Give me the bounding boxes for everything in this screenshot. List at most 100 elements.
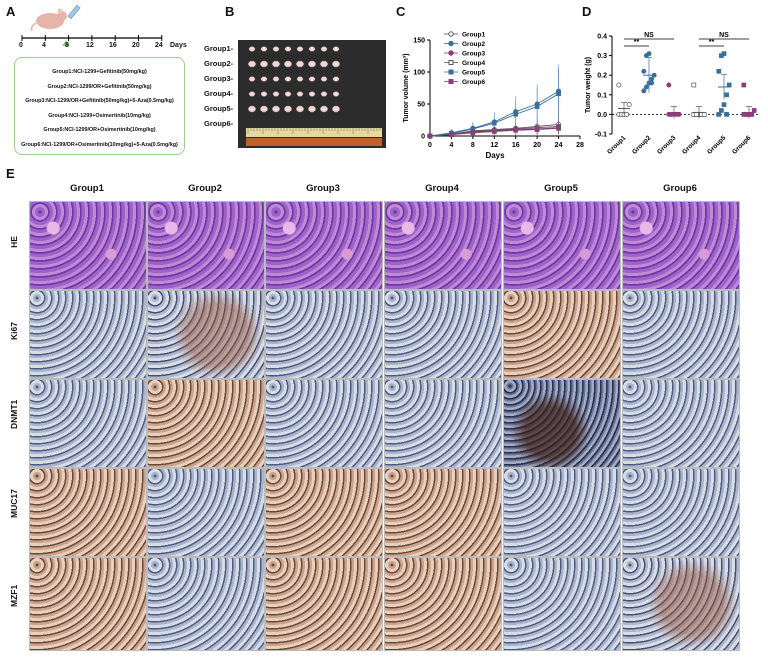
timeline-tick: 16: [109, 42, 117, 49]
data-point: [719, 108, 724, 113]
tumor-sample: [320, 46, 328, 52]
treatment-group: Group2:NCI-1299/OR+Gefitinib(50mg/kg): [47, 83, 152, 90]
x-tick-label: Group5: [706, 134, 728, 156]
y-tick-label: 0.2: [597, 73, 607, 80]
x-tick-label: 4: [449, 142, 453, 149]
tumor-sample: [284, 76, 292, 82]
ruler: [246, 128, 382, 137]
significance-label: NS: [644, 32, 654, 39]
ihc-image-mzf1-group4: [384, 557, 502, 651]
data-point: [491, 120, 497, 126]
treatment-group: Group4:NCI-1299+Osimertinib(10mg/kg): [48, 112, 151, 119]
data-point: [666, 82, 672, 88]
mouse-illustration: [30, 3, 81, 32]
tumor-sample: [320, 60, 328, 68]
tumor-sample: [296, 91, 304, 97]
tumor-sample: [284, 91, 292, 97]
tumor-sample: [308, 105, 316, 113]
tumor-sample: [272, 91, 280, 97]
timeline-tick-labels: 0 4 8 12 16 20 24 Days: [18, 42, 198, 52]
ihc-image-ki67-group5: [503, 290, 621, 379]
y-axis-label: Tumor weight (g): [585, 57, 592, 113]
x-tick-label: 24: [555, 142, 563, 149]
tumor-volume-chart: 0 50 100 150 0 4 8 12 16 20 24 28 Days Tumor volume (…: [403, 31, 584, 160]
tumor-row-label: Group3-: [204, 74, 234, 83]
tumor-sample: [320, 91, 328, 97]
ihc-image-muc17-group5: [503, 468, 621, 557]
timeline-tick: 8: [65, 42, 69, 49]
x-tick-label: Group4: [681, 134, 703, 156]
tumor-sample: [308, 60, 316, 68]
ihc-image-mzf1-group2: [147, 557, 265, 651]
timeline-axis: [21, 35, 163, 46]
legend-marker: [448, 69, 454, 75]
tumor-row-label: Group4-: [204, 89, 234, 98]
panel-letter-b: B: [225, 4, 235, 19]
ihc-image-he-group2: [147, 201, 265, 290]
data-point: [427, 133, 433, 139]
x-tick-label: Group1: [606, 134, 628, 156]
legend-label: Group1: [462, 32, 485, 39]
tumor-sample: [332, 105, 340, 113]
legend-label: Group6: [462, 79, 485, 86]
significance-label: **: [634, 39, 640, 46]
tumor-sample: [272, 105, 280, 113]
ihc-image-ki67-group2: [147, 290, 265, 379]
tumor-sample: [296, 46, 304, 52]
data-point: [624, 111, 630, 117]
panel-letter-e: E: [6, 166, 15, 181]
legend-marker: [448, 60, 454, 65]
legend-label: Group5: [462, 70, 485, 77]
tumor-sample: [308, 46, 316, 52]
y-tick-label: 0.3: [597, 53, 607, 60]
tumor-sample: [248, 105, 256, 113]
data-point: [749, 112, 754, 117]
data-point: [641, 68, 647, 74]
y-tick-label: -0.1: [595, 132, 607, 139]
ihc-image-muc17-group6: [622, 468, 740, 557]
y-tick-label: 150: [413, 38, 425, 45]
ihc-column-header: Group2: [188, 183, 222, 194]
timeline-tick: 12: [86, 42, 94, 49]
y-tick-label: 0: [421, 134, 425, 141]
data-point: [626, 102, 632, 108]
ihc-image-mzf1-group5: [503, 557, 621, 651]
ihc-image-ki67-group6: [622, 290, 740, 379]
timeline-unit: Days: [170, 42, 187, 49]
ihc-image-dnmt1-group2: [147, 379, 265, 468]
data-point: [649, 80, 655, 86]
ihc-column-header: Group6: [663, 183, 697, 194]
data-point: [470, 130, 476, 136]
y-tick-label: 0.4: [597, 34, 607, 41]
timeline-tick: 20: [132, 42, 140, 49]
tumor-sample: [332, 76, 340, 82]
x-tick-label: 20: [533, 142, 541, 149]
y-tick-label: 0.1: [597, 92, 607, 99]
data-point: [643, 84, 649, 90]
data-point: [513, 111, 519, 117]
ihc-image-he-group3: [265, 201, 383, 290]
ihc-image-he-group6: [622, 201, 740, 290]
tumor-sample: [248, 76, 256, 82]
ihc-row-header: Ki67: [9, 322, 19, 340]
ihc-column-header: Group4: [425, 183, 459, 194]
ihc-image-dnmt1-group6: [622, 379, 740, 468]
ihc-row-header: MZF1: [9, 584, 19, 607]
tumor-sample: [308, 91, 316, 97]
legend-label: Group3: [462, 51, 485, 58]
data-point: [534, 127, 540, 132]
data-point: [716, 68, 722, 74]
ihc-image-muc17-group2: [147, 468, 265, 557]
ihc-image-muc17-group3: [265, 468, 383, 557]
panel-letter-d: D: [582, 4, 592, 19]
ihc-image-muc17-group4: [384, 468, 502, 557]
significance-label: **: [709, 39, 715, 46]
ihc-image-he-group4: [384, 201, 502, 290]
ihc-image-dnmt1-group1: [29, 379, 147, 468]
panel-letter-c: C: [396, 4, 406, 19]
ihc-image-he-group1: [29, 201, 147, 290]
x-tick-label: 0: [428, 142, 432, 149]
tumor-sample: [320, 105, 328, 113]
data-point: [744, 112, 749, 117]
data-point: [491, 129, 497, 134]
